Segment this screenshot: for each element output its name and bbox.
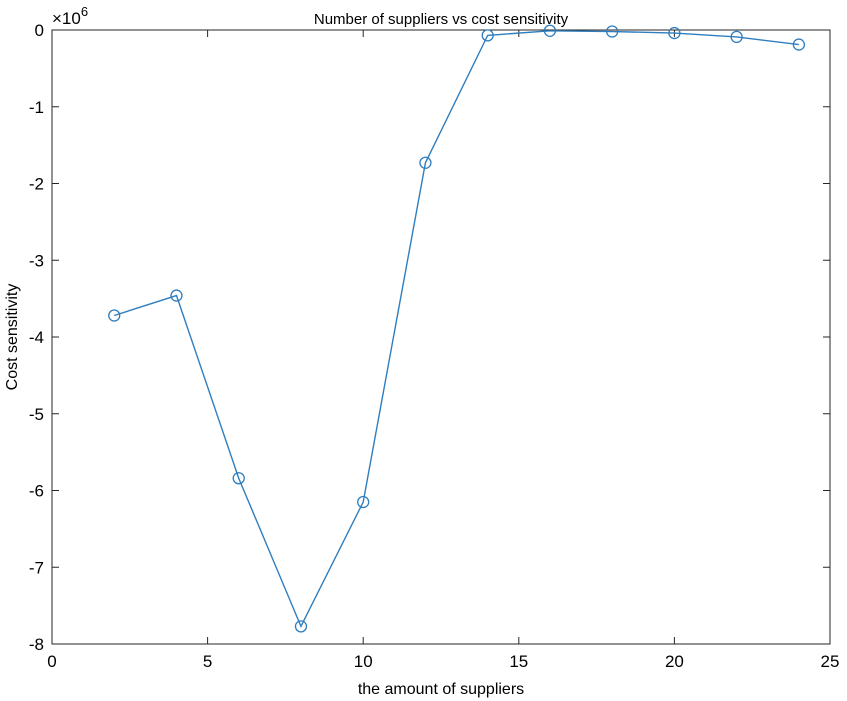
x-tick-label-0: 0 bbox=[47, 652, 56, 671]
chart-title: Number of suppliers vs cost sensitivity bbox=[314, 11, 569, 28]
y-tick-label-6: -6 bbox=[29, 482, 44, 501]
x-tick-label-5: 25 bbox=[821, 652, 840, 671]
data-point-9 bbox=[668, 26, 681, 40]
y-tick-label-4: -4 bbox=[29, 328, 44, 347]
y-tick-label-3: -3 bbox=[29, 251, 44, 270]
data-point-3 bbox=[294, 620, 308, 633]
y-tick-label-1: -1 bbox=[29, 98, 44, 117]
y-tick-label-5: -5 bbox=[29, 405, 44, 424]
data-point-8 bbox=[606, 25, 619, 38]
data-point-4 bbox=[357, 495, 370, 509]
x-tick-label-1: 5 bbox=[203, 652, 212, 671]
y-tick-label-0: 0 bbox=[35, 21, 44, 40]
y-tick-label-8: -8 bbox=[29, 635, 44, 654]
data-point-1 bbox=[170, 289, 183, 302]
x-tick-label-2: 10 bbox=[354, 652, 373, 671]
x-tick-label-3: 15 bbox=[509, 652, 528, 671]
series-line-0 bbox=[114, 30, 799, 629]
plot-area bbox=[51, 29, 831, 645]
data-point-5 bbox=[419, 156, 432, 169]
x-tick-label-4: 20 bbox=[665, 652, 684, 671]
x-axis-title: the amount of suppliers bbox=[358, 681, 524, 698]
data-point-6 bbox=[481, 29, 494, 42]
data-point-7 bbox=[543, 24, 557, 37]
data-point-10 bbox=[730, 30, 743, 44]
ticks-layer: 0 5 10 15 20 25 0 -1 -2 -3 -4 -5 -6 -7 -8 bbox=[29, 21, 840, 671]
y-tick-label-2: -2 bbox=[29, 175, 44, 194]
y-axis-title: Cost sensitivity bbox=[4, 284, 21, 391]
series-layer bbox=[108, 24, 806, 633]
y-tick-label-7: -7 bbox=[29, 558, 44, 577]
data-point-0 bbox=[108, 309, 121, 322]
data-point-11 bbox=[792, 38, 806, 51]
y-axis-exponent-label: ×106 bbox=[52, 4, 88, 28]
data-point-2 bbox=[232, 472, 245, 485]
